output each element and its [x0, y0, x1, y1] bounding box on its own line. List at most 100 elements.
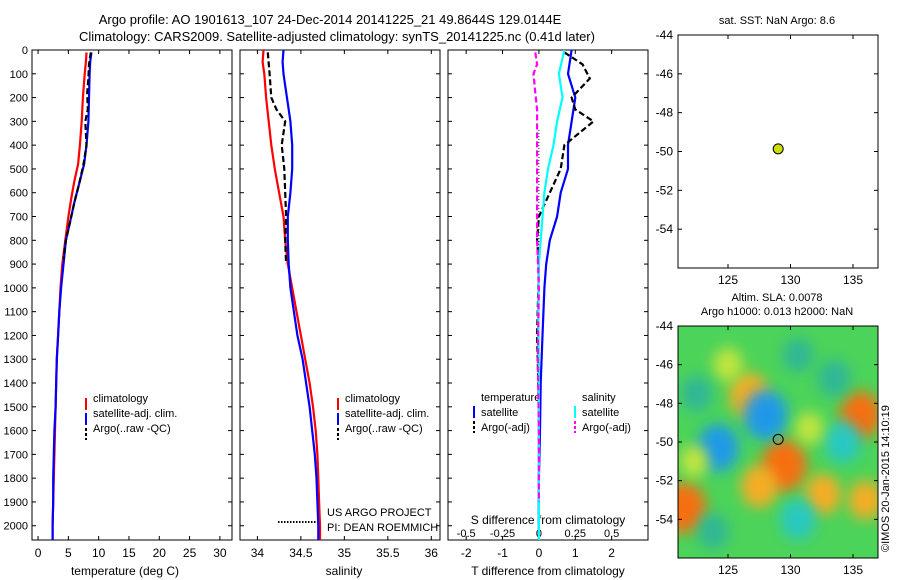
difference-xlabel: T difference from climatology — [471, 564, 625, 578]
temperature-xlabel: temperature (deg C) — [71, 564, 179, 578]
x-tick-label: 10 — [92, 546, 106, 560]
x-tick-label: 1 — [572, 546, 579, 560]
lat-tick-label: -50 — [656, 435, 674, 449]
header-line1: Argo profile: AO 1901613_107 24-Dec-2014… — [99, 12, 562, 27]
legend-label-sal-satellite: satellite — [582, 407, 619, 419]
sla-heatmap-cell — [678, 482, 707, 533]
series-line-temperature-argo-adj- — [536, 51, 595, 526]
depth-tick-label: 1600 — [4, 426, 28, 438]
depth-tick-label: 800 — [10, 235, 28, 247]
temperature-panel: temperature (deg C) climatology satellit… — [4, 45, 233, 578]
lon-tick-label: 130 — [780, 563, 800, 577]
x-tick-label-top: -0.25 — [490, 528, 515, 540]
sla-heatmap-cell — [795, 412, 824, 445]
x-tick-label: 35.5 — [376, 546, 400, 560]
sla-heatmap-cell — [783, 337, 813, 373]
sst-map-title: sat. SST: NaN Argo: 8.6 — [719, 15, 835, 27]
x-tick-label: -1 — [497, 546, 508, 560]
sla-heatmap-cell — [743, 389, 788, 441]
legend-label-temp-satellite: satellite — [481, 407, 518, 419]
lon-tick-label: 125 — [718, 273, 738, 287]
depth-tick-label: 0 — [22, 45, 28, 57]
series-line-satellite-adj-clim- — [281, 49, 320, 540]
x-tick-label: 36 — [425, 546, 439, 560]
sla-heatmap-cell — [805, 473, 841, 515]
lat-tick-label: -44 — [656, 28, 674, 42]
depth-tick-label: 2000 — [4, 521, 28, 533]
x-tick-label-top: 0.25 — [565, 528, 586, 540]
lat-tick-label: -50 — [656, 145, 674, 159]
sla-heatmap-cell — [713, 347, 743, 382]
x-tick-label: -2 — [461, 546, 472, 560]
depth-tick-label: 1300 — [4, 354, 28, 366]
legend-title-salinity: salinity — [582, 392, 616, 404]
lat-tick-label: -48 — [656, 106, 674, 120]
lat-tick-label: -54 — [656, 512, 674, 526]
depth-tick-label: 600 — [10, 188, 28, 200]
sla-map-panel: Altim. SLA: 0.0078 Argo h1000: 0.013 h20… — [656, 292, 879, 577]
lon-tick-label: 135 — [843, 563, 863, 577]
lat-tick-label: -46 — [656, 67, 674, 81]
x-tick-label: 15 — [122, 546, 136, 560]
x-tick-label: 0 — [536, 546, 543, 560]
lat-tick-label: -48 — [656, 396, 674, 410]
depth-tick-label: 900 — [10, 259, 28, 271]
depth-tick-label: 1500 — [4, 402, 28, 414]
lat-tick-label: -46 — [656, 358, 674, 372]
salinity-axes-frame — [239, 49, 441, 541]
depth-tick-label: 300 — [10, 116, 28, 128]
lat-tick-label: -52 — [656, 474, 674, 488]
sla-heatmap-cells — [678, 337, 878, 549]
argo-position-marker — [772, 433, 784, 445]
x-tick-label: 20 — [153, 546, 167, 560]
sla-heatmap-cell — [680, 445, 709, 478]
series-line-salinity-argo-adj- — [532, 52, 540, 502]
depth-tick-label: 400 — [10, 140, 28, 152]
depth-tick-label: 500 — [10, 164, 28, 176]
series-line-argo-raw-qc- — [266, 52, 288, 265]
legend-label-satellite: satellite-adj. clim. — [93, 408, 177, 420]
legend-label-sal-argo: Argo(-adj) — [582, 422, 631, 434]
series-line-argo-raw-qc- — [62, 52, 92, 260]
salinity-legend: climatology satellite-adj. clim. Argo(..… — [337, 393, 429, 440]
lat-tick-label: -54 — [656, 222, 674, 236]
lon-tick-label: 125 — [718, 563, 738, 577]
x-tick-label-top: 0.5 — [604, 528, 619, 540]
x-tick-label: 5 — [65, 546, 72, 560]
difference-legend: temperature salinity satellite Argo(-adj… — [473, 392, 631, 434]
sst-map-panel: sat. SST: NaN Argo: 8.6 -44 -46 -48 -50 -52 -… — [656, 15, 879, 287]
argo-position-marker — [772, 143, 784, 155]
legend-label-temp-argo: Argo(-adj) — [481, 422, 530, 434]
salinity-xlabel: salinity — [326, 564, 363, 578]
legend-label-climatology: climatology — [93, 393, 149, 405]
series-line-climatology — [51, 52, 88, 540]
x-tick-label-top: -0.5 — [457, 528, 476, 540]
depth-tick-label: 1800 — [4, 473, 28, 485]
x-tick-label: 35 — [338, 546, 352, 560]
series-line-salinity-satellite — [537, 49, 566, 540]
x-tick-label: 2 — [608, 546, 615, 560]
difference-xlabel-top: S difference from climatology — [471, 513, 626, 527]
x-tick-label: 34.5 — [289, 546, 313, 560]
sla-heatmap-cell — [817, 359, 851, 397]
legend-label-argo: Argo(..raw -QC) — [345, 423, 423, 435]
series-line-temperature-satellite — [537, 49, 577, 540]
sla-map-title-line2: Argo h1000: 0.013 h2000: NaN — [701, 306, 853, 318]
x-tick-label: 25 — [183, 546, 197, 560]
sla-map-title-line1: Altim. SLA: 0.0078 — [731, 292, 822, 304]
legend-title-temperature: temperature — [481, 392, 540, 404]
depth-tick-label: 1400 — [4, 378, 28, 390]
credit-text: ©IMOS 20-Jan-2015 14:10:19 — [880, 405, 892, 552]
sla-heatmap-cell — [824, 420, 862, 464]
depth-tick-label: 100 — [10, 69, 28, 81]
difference-panel: T difference from climatology S differen… — [447, 49, 649, 578]
x-tick-label: 34 — [251, 546, 265, 560]
lon-tick-label: 135 — [843, 273, 863, 287]
salinity-panel: salinity climatology satellite-adj. clim… — [239, 49, 441, 578]
x-tick-label: 0 — [35, 546, 42, 560]
difference-axes-frame — [447, 49, 649, 541]
sla-heatmap-cell — [681, 375, 713, 412]
sla-heatmap-cell — [780, 498, 816, 540]
lat-tick-label: -44 — [656, 319, 674, 333]
